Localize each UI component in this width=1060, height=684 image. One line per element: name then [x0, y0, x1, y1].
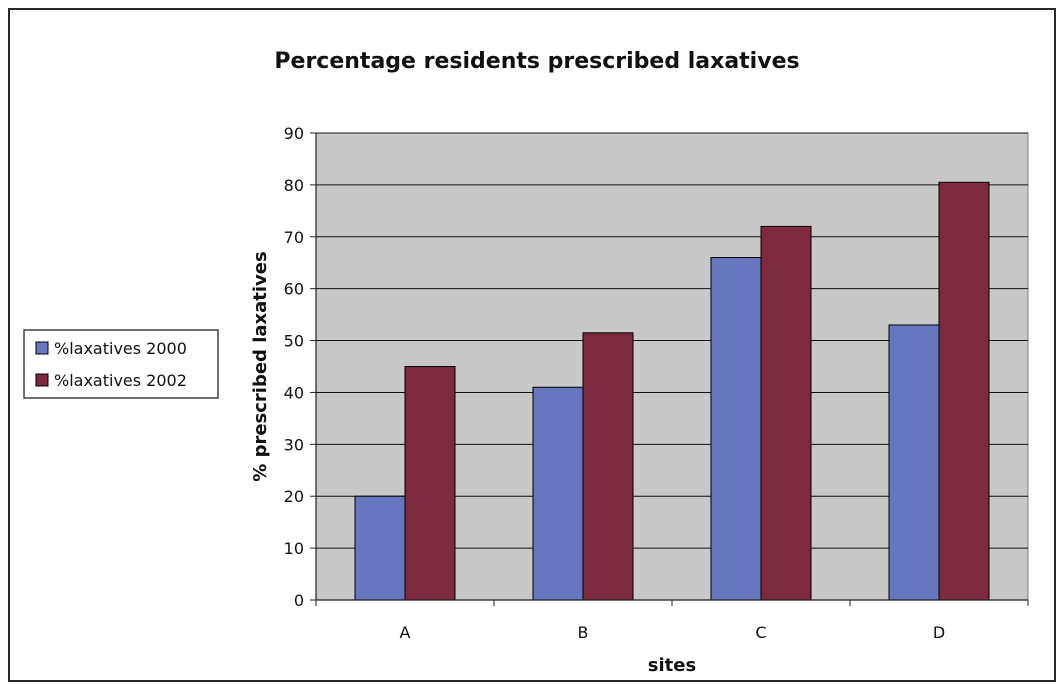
y-tick-label: 90 — [284, 124, 304, 143]
bar-c-series-2 — [760, 225, 812, 601]
legend-label-1: %laxatives 2000 — [54, 339, 187, 358]
y-tick-label: 70 — [284, 228, 304, 247]
bar-a-series-2 — [404, 366, 456, 601]
x-tick-label-d: D — [933, 623, 945, 642]
chart-title: Percentage residents prescribed laxative… — [274, 49, 799, 74]
y-tick-label: 20 — [284, 487, 304, 506]
y-axis-title: % prescribed laxatives — [250, 251, 271, 481]
y-tick-label: 80 — [284, 176, 304, 195]
legend-label-2: %laxatives 2002 — [54, 371, 187, 390]
legend: %laxatives 2000 %laxatives 2002 — [23, 329, 219, 399]
y-tick-label: 50 — [284, 332, 304, 351]
legend-swatch-2 — [35, 373, 49, 387]
x-tick-label-c: C — [755, 623, 766, 642]
y-tick-label: 10 — [284, 539, 304, 558]
y-tick-label: 30 — [284, 435, 304, 454]
bar-d-series-1 — [888, 324, 940, 601]
bar-b-series-2 — [582, 332, 634, 601]
bar-d-series-2 — [938, 181, 990, 601]
x-tick-label-b: B — [578, 623, 589, 642]
plot-area: 0 10 20 30 40 50 60 70 80 90 A B C D — [284, 124, 1029, 642]
legend-swatch-1 — [35, 341, 49, 355]
x-tick-label-a: A — [400, 623, 411, 642]
y-tick-label: 60 — [284, 280, 304, 299]
legend-box — [23, 329, 219, 399]
bar-b-series-1 — [532, 386, 584, 601]
x-axis-title: sites — [648, 655, 696, 676]
bar-a-series-1 — [354, 495, 406, 601]
y-tick-label: 40 — [284, 383, 304, 402]
bar-c-series-1 — [710, 257, 762, 601]
y-tick-label: 0 — [294, 591, 304, 610]
